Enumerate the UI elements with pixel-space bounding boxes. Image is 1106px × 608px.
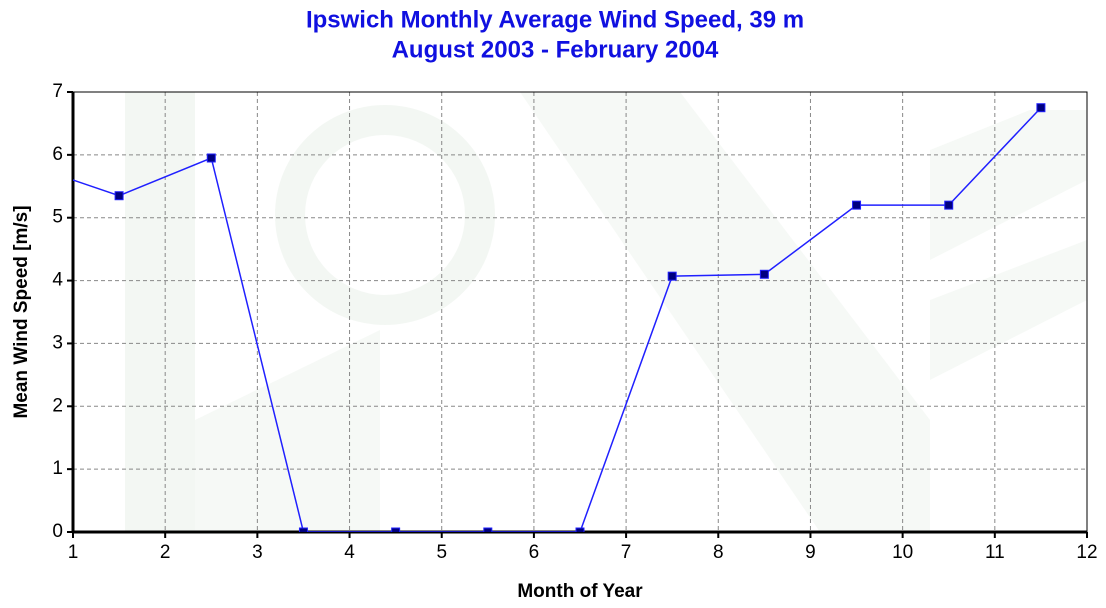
y-tick-label: 2 xyxy=(52,395,63,416)
data-point xyxy=(207,154,215,162)
x-tick-label: 10 xyxy=(892,542,913,563)
data-point xyxy=(299,528,307,536)
x-tick-label: 1 xyxy=(68,542,79,563)
x-tick-label: 11 xyxy=(985,542,1005,563)
data-point xyxy=(1037,104,1045,112)
x-tick-label: 4 xyxy=(344,542,355,563)
x-axis-label: Month of Year xyxy=(517,581,643,602)
y-tick-label: 7 xyxy=(52,81,63,102)
x-tick-label: 2 xyxy=(160,542,171,563)
chart: Ipswich Monthly Average Wind Speed, 39 m… xyxy=(0,0,1106,608)
y-axis-label: Mean Wind Speed [m/s] xyxy=(11,205,32,418)
y-tick-label: 0 xyxy=(52,521,63,542)
data-point xyxy=(392,528,400,536)
data-point xyxy=(23,160,31,168)
data-point xyxy=(668,272,676,280)
chart-title: Ipswich Monthly Average Wind Speed, 39 m xyxy=(306,6,804,33)
data-point xyxy=(853,201,861,209)
data-point xyxy=(576,528,584,536)
data-point xyxy=(945,201,953,209)
x-tick-label: 5 xyxy=(436,542,447,563)
y-tick-label: 1 xyxy=(52,458,63,479)
x-tick-label: 7 xyxy=(621,542,632,563)
y-tick-label: 6 xyxy=(52,144,63,165)
x-tick-label: 9 xyxy=(805,542,816,563)
y-tick-label: 5 xyxy=(52,207,63,228)
x-tick-label: 6 xyxy=(529,542,540,563)
chart-subtitle: August 2003 - February 2004 xyxy=(392,36,719,63)
y-tick-label: 4 xyxy=(52,270,63,291)
x-tick-label: 8 xyxy=(713,542,724,563)
data-point xyxy=(760,270,768,278)
data-point xyxy=(484,528,492,536)
x-tick-label: 3 xyxy=(252,542,263,563)
data-point xyxy=(115,192,123,200)
y-tick-label: 3 xyxy=(52,332,63,353)
x-tick-label: 12 xyxy=(1076,542,1097,563)
